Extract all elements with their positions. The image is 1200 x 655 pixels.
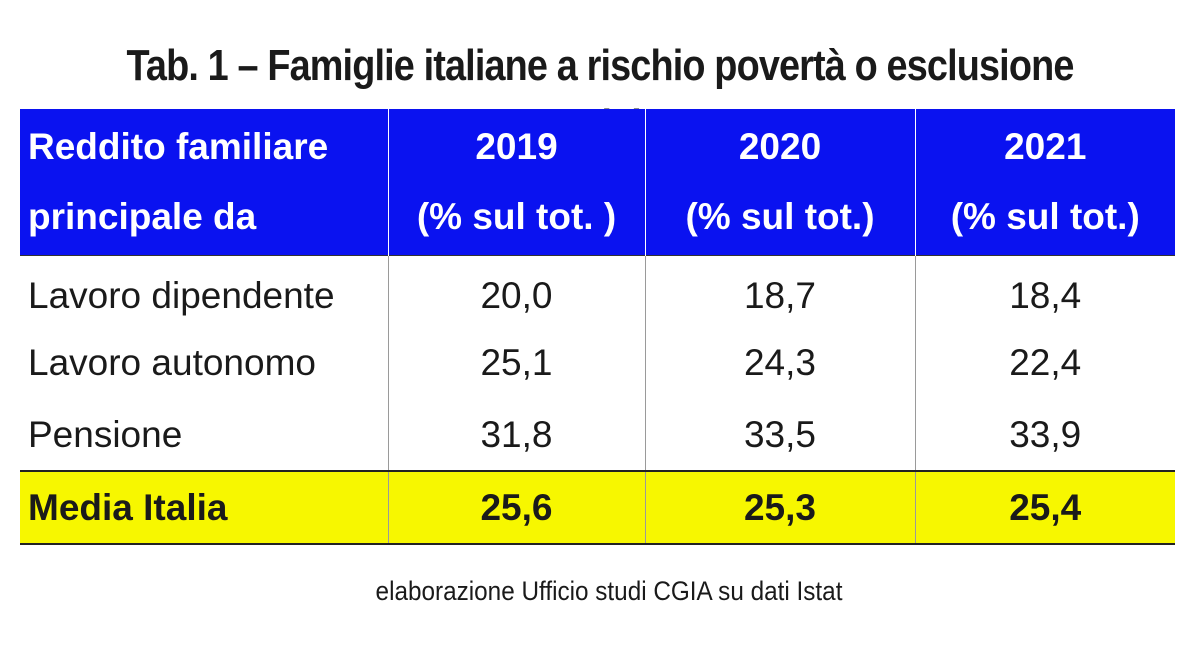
row-label: Lavoro dipendente <box>20 255 389 327</box>
table-row: Pensione 31,8 33,5 33,9 <box>20 399 1175 471</box>
average-value: 25,3 <box>645 470 916 545</box>
cell-value: 25,1 <box>388 327 646 399</box>
cell-value: 33,9 <box>1009 413 1082 455</box>
header-unit: (% sul tot.) <box>950 195 1140 237</box>
poverty-risk-table: Reddito familiare principale da 2019 (% … <box>20 109 1175 545</box>
table-row: Lavoro dipendente 20,0 18,7 18,4 <box>20 255 1175 327</box>
cell-value: 18,4 <box>1009 275 1082 317</box>
header-label-line2: principale da <box>28 195 257 237</box>
header-unit: (% sul tot.) <box>685 195 875 237</box>
header-col-2021: 2021 (% sul tot.) <box>915 109 1175 255</box>
header-year: 2021 <box>1004 125 1087 167</box>
header-year: 2020 <box>738 125 822 167</box>
cell-value: 24,3 <box>645 327 916 399</box>
row-label: Pensione <box>20 399 389 471</box>
average-value: 25,6 <box>388 470 646 545</box>
header-year: 2019 <box>475 125 558 167</box>
source-note: elaborazione Ufficio studi CGIA su dati … <box>375 576 843 606</box>
header-col-2020: 2020 (% sul tot.) <box>645 109 916 255</box>
cell-value: 33,5 <box>645 399 916 471</box>
average-value: 25,4 <box>915 470 1175 545</box>
header-row: Reddito familiare principale da 2019 (% … <box>20 109 1175 255</box>
header-unit: (% sul tot. ) <box>416 195 617 237</box>
row-label: Lavoro autonomo <box>20 327 389 399</box>
average-row: Media Italia 25,6 25,3 25,4 <box>20 470 1175 545</box>
header-label-line1: Reddito familiare <box>28 125 329 167</box>
cell-value: 20,0 <box>388 255 646 327</box>
header-label-cell: Reddito familiare principale da <box>20 109 389 255</box>
header-col-2019: 2019 (% sul tot. ) <box>388 109 646 255</box>
cell-value: 22,4 <box>1009 342 1082 383</box>
table-row: Lavoro autonomo 25,1 24,3 22,4 <box>20 327 1175 399</box>
cell-value: 31,8 <box>388 399 646 471</box>
cell-value: 18,7 <box>645 255 916 327</box>
average-label: Media Italia <box>20 470 389 545</box>
